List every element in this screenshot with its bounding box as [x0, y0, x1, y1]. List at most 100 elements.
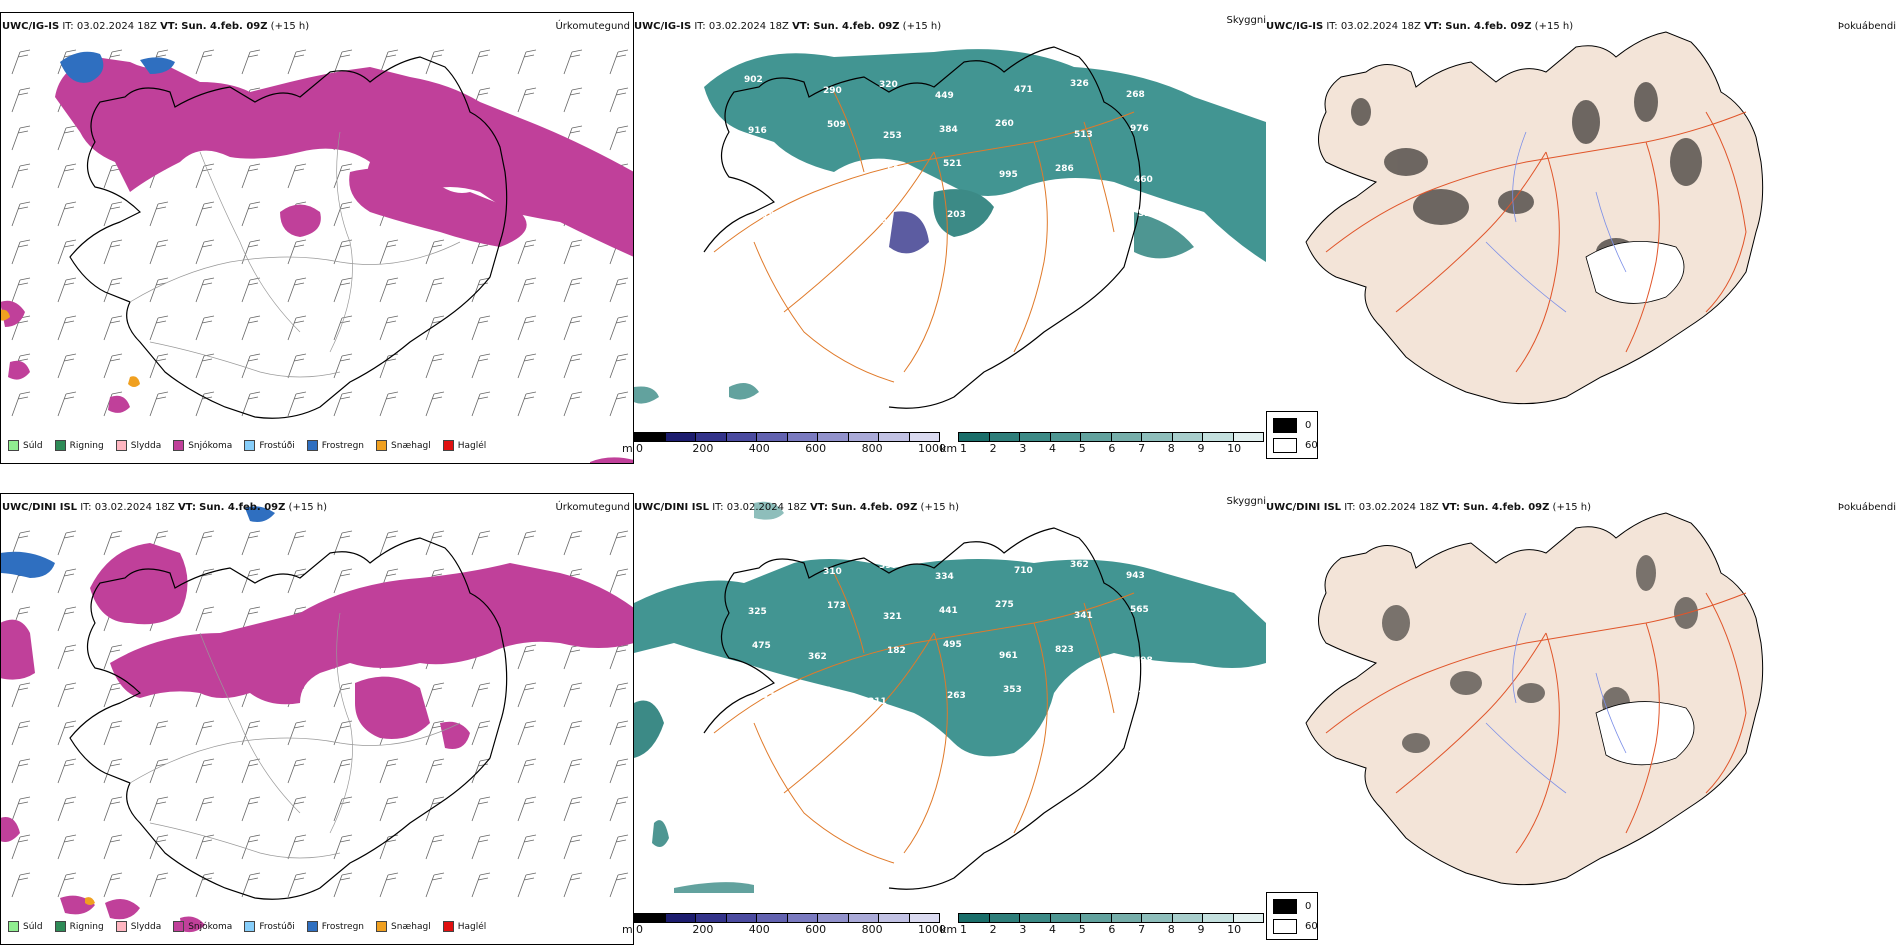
wind-barb	[287, 834, 307, 860]
road-network-row2	[129, 612, 461, 859]
wind-barb	[609, 834, 629, 860]
legend-swatch	[244, 440, 256, 451]
visibility-value-label: 174	[1059, 696, 1078, 706]
colorbar-cell	[726, 433, 757, 441]
wind-barb	[609, 87, 629, 113]
legend-label: Snæhagl	[391, 921, 431, 932]
legend-label: Rigning	[69, 440, 104, 451]
visibility-unit-label: km	[940, 442, 958, 455]
colorbar-tick-label: 2	[989, 442, 997, 455]
colorbar-cell	[1050, 433, 1081, 441]
colorbar-tick-label: 4	[1049, 442, 1057, 455]
wind-barb	[11, 201, 31, 227]
wind-barb	[563, 758, 583, 784]
legend-item: Slydda	[115, 921, 162, 932]
wind-barb	[57, 315, 77, 341]
visibility-value-label: 353	[1003, 685, 1022, 695]
snowfall-area	[8, 360, 30, 380]
wind-barb	[609, 682, 629, 708]
wind-barb	[471, 682, 491, 708]
wind-barb	[57, 682, 77, 708]
colorbar-cell	[1111, 433, 1142, 441]
wind-barb	[287, 49, 307, 75]
visibility-value-label: 798	[1134, 656, 1153, 666]
visibility-map-row1: 902 290 320 449 471 326 268 916 509 253 384 260 513 9…	[634, 46, 1266, 409]
wind-barb	[103, 796, 123, 822]
freezing-rain-area	[0, 551, 55, 578]
precip-legend-row2: Súld Rigning Slydda Snjókoma Frostúði Frostre…	[8, 921, 486, 932]
legend-label: Snjókoma	[188, 440, 233, 451]
visibility-value-label: 173	[827, 601, 846, 611]
colorbar-cell	[1020, 433, 1051, 441]
wind-barb	[149, 796, 169, 822]
low-visibility-area	[634, 559, 1266, 757]
wind-barb	[149, 872, 169, 898]
wind-barb	[563, 682, 583, 708]
wind-barb	[425, 720, 445, 746]
snowfall-area	[0, 817, 20, 842]
legend-label: Frostregn	[321, 440, 365, 451]
wind-barb	[333, 239, 353, 265]
colorbar-cell	[879, 433, 910, 441]
legend-label: Frostregn	[321, 921, 365, 932]
wind-barb	[425, 277, 445, 303]
visibility-value-label: 902	[744, 75, 763, 85]
wind-barb	[11, 391, 31, 417]
variable-label: Þokuábendi	[1837, 21, 1896, 32]
panel-title: UWC/DINI ISL IT: 03.02.2024 18Z VT: Sun.…	[634, 502, 959, 513]
visibility-value-label: 362	[1070, 560, 1089, 570]
visibility-value-label: 521	[943, 159, 962, 169]
wind-barb	[195, 720, 215, 746]
colorbar-tick-label: 1	[960, 923, 967, 936]
freezing-rain-area	[245, 506, 275, 522]
wind-barb	[11, 530, 31, 556]
colorbar-cell	[818, 914, 849, 922]
visibility-value-label: 529	[887, 165, 906, 175]
legend-swatch	[54, 921, 66, 932]
colorbar-cell	[1111, 914, 1142, 922]
low-visibility-area	[754, 501, 784, 520]
wind-barb	[287, 796, 307, 822]
wind-barb	[563, 530, 583, 556]
wind-barb	[379, 315, 399, 341]
height-unit-label: m	[622, 923, 633, 936]
legend-label: Slydda	[130, 921, 162, 932]
wind-barb	[425, 49, 445, 75]
legend-item: Frostregn	[306, 921, 365, 932]
legend-item: Frostúði	[244, 440, 295, 451]
wind-barb	[11, 163, 31, 189]
wind-barb	[379, 872, 399, 898]
wind-barb	[195, 353, 215, 379]
colorbar-cell	[787, 433, 818, 441]
wind-barb	[57, 758, 77, 784]
wind-barb	[241, 530, 261, 556]
wind-barb	[57, 239, 77, 265]
road-network-row1	[713, 91, 1135, 383]
wind-barb	[379, 391, 399, 417]
wind-barb	[425, 315, 445, 341]
wind-barb	[195, 163, 215, 189]
legend-label: Snæhagl	[391, 440, 431, 451]
wind-barb	[241, 796, 261, 822]
colorbar-cell	[909, 433, 939, 441]
legend-swatch	[8, 921, 19, 932]
colorbar-cell	[787, 914, 818, 922]
wind-barb	[333, 49, 353, 75]
wind-barb	[425, 834, 445, 860]
legend-swatch	[115, 440, 127, 451]
wind-barb	[103, 315, 123, 341]
wind-barb	[333, 872, 353, 898]
wind-barb	[379, 277, 399, 303]
fog-legend-label: 60	[1305, 921, 1318, 932]
legend-item: Slydda	[115, 440, 161, 451]
wind-barb	[333, 530, 353, 556]
freezing-rain-area	[140, 57, 175, 74]
wind-barb	[517, 530, 537, 556]
visibility-value-label: 310	[823, 567, 842, 577]
colorbar-tick-label: 10	[1227, 923, 1242, 936]
wind-barb	[609, 353, 629, 379]
iceland-coastline	[69, 537, 508, 900]
fog-map-row2	[1305, 512, 1764, 886]
wind-barb	[241, 872, 261, 898]
wind-barb	[333, 277, 353, 303]
